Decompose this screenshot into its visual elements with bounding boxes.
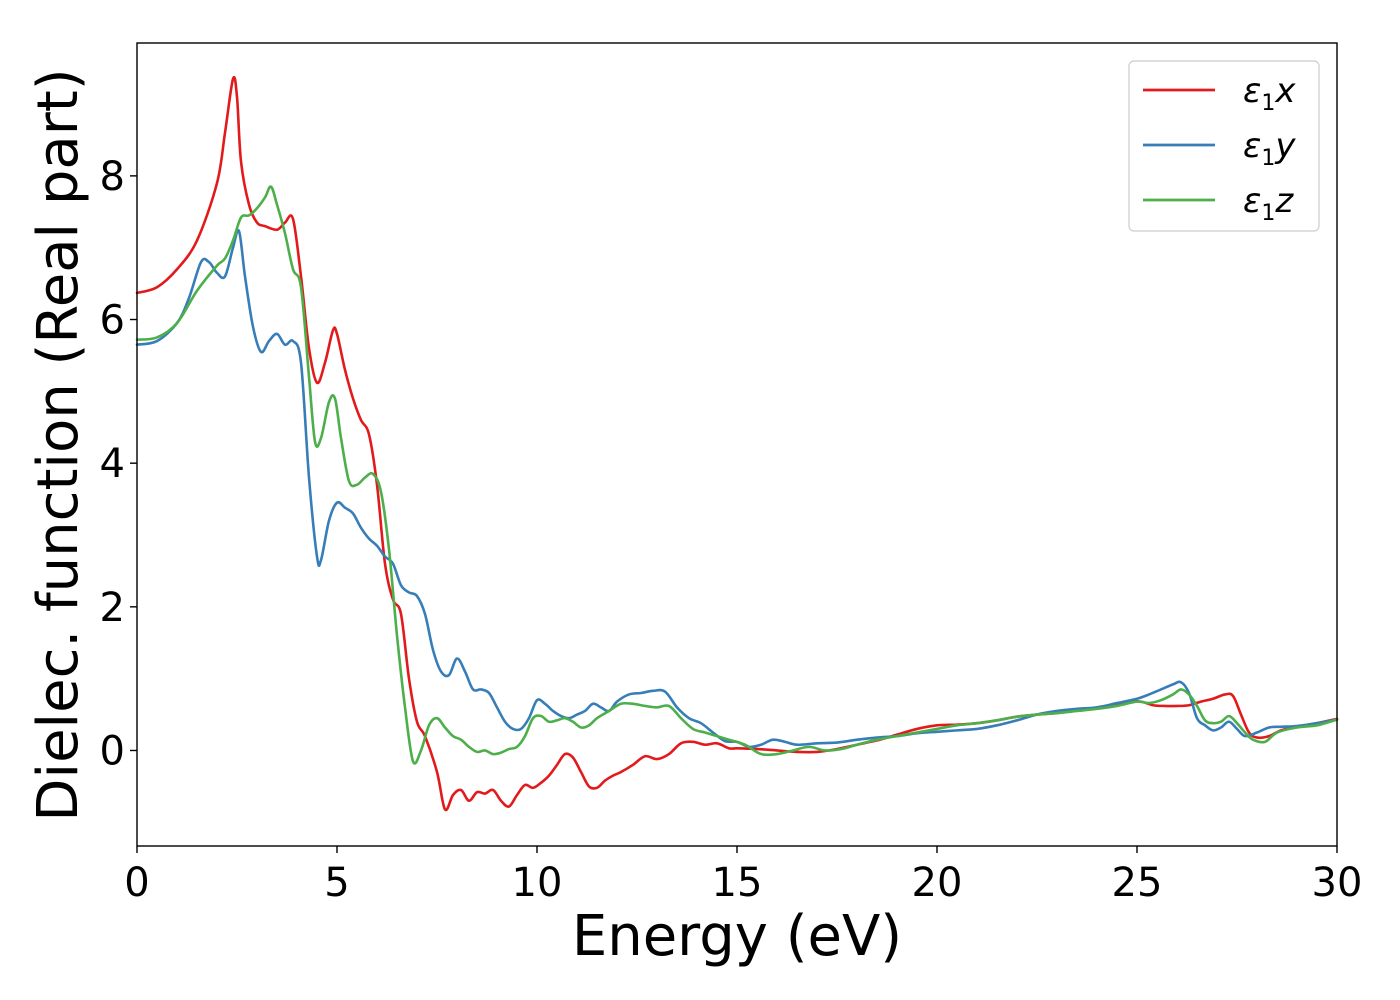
y-tick-label: 6 bbox=[100, 298, 125, 344]
y-axis: 0 2 4 6 8 bbox=[100, 154, 137, 774]
y-tick-label: 2 bbox=[100, 585, 125, 631]
y-axis-label: Dielec. function (Real part) bbox=[26, 68, 91, 821]
y-tick-label: 8 bbox=[100, 154, 125, 200]
legend-symbol: ε bbox=[1243, 181, 1261, 221]
y-tick-label: 4 bbox=[100, 441, 125, 487]
x-tick-label: 10 bbox=[512, 860, 563, 906]
legend-label-y: ε1y bbox=[1243, 126, 1296, 171]
legend-subscript: 1 bbox=[1261, 146, 1275, 171]
legend-symbol: ε bbox=[1243, 71, 1261, 111]
legend-subscript: 1 bbox=[1261, 201, 1275, 226]
series-line-y bbox=[135, 228, 1339, 749]
x-tick-label: 30 bbox=[1312, 860, 1363, 906]
legend-subscript: 1 bbox=[1261, 91, 1275, 116]
x-tick-label: 15 bbox=[712, 860, 763, 906]
legend-label-z: ε1z bbox=[1243, 181, 1294, 226]
legend-component: x bbox=[1274, 71, 1296, 111]
x-axis: 0 5 10 15 20 25 30 bbox=[124, 846, 1362, 906]
legend-label-x: ε1x bbox=[1243, 71, 1296, 116]
x-tick-label: 20 bbox=[912, 860, 963, 906]
legend-symbol: ε bbox=[1243, 126, 1261, 166]
series-line-z bbox=[135, 185, 1339, 765]
y-tick-label: 0 bbox=[100, 728, 125, 774]
x-tick-label: 5 bbox=[324, 860, 349, 906]
series-layer bbox=[135, 75, 1339, 812]
legend-frame bbox=[1128, 60, 1320, 232]
legend-component: z bbox=[1274, 181, 1294, 221]
legend-component: y bbox=[1274, 126, 1296, 166]
x-axis-label: Energy (eV) bbox=[572, 904, 902, 969]
x-tick-label: 25 bbox=[1112, 860, 1163, 906]
x-tick-label: 0 bbox=[124, 860, 149, 906]
